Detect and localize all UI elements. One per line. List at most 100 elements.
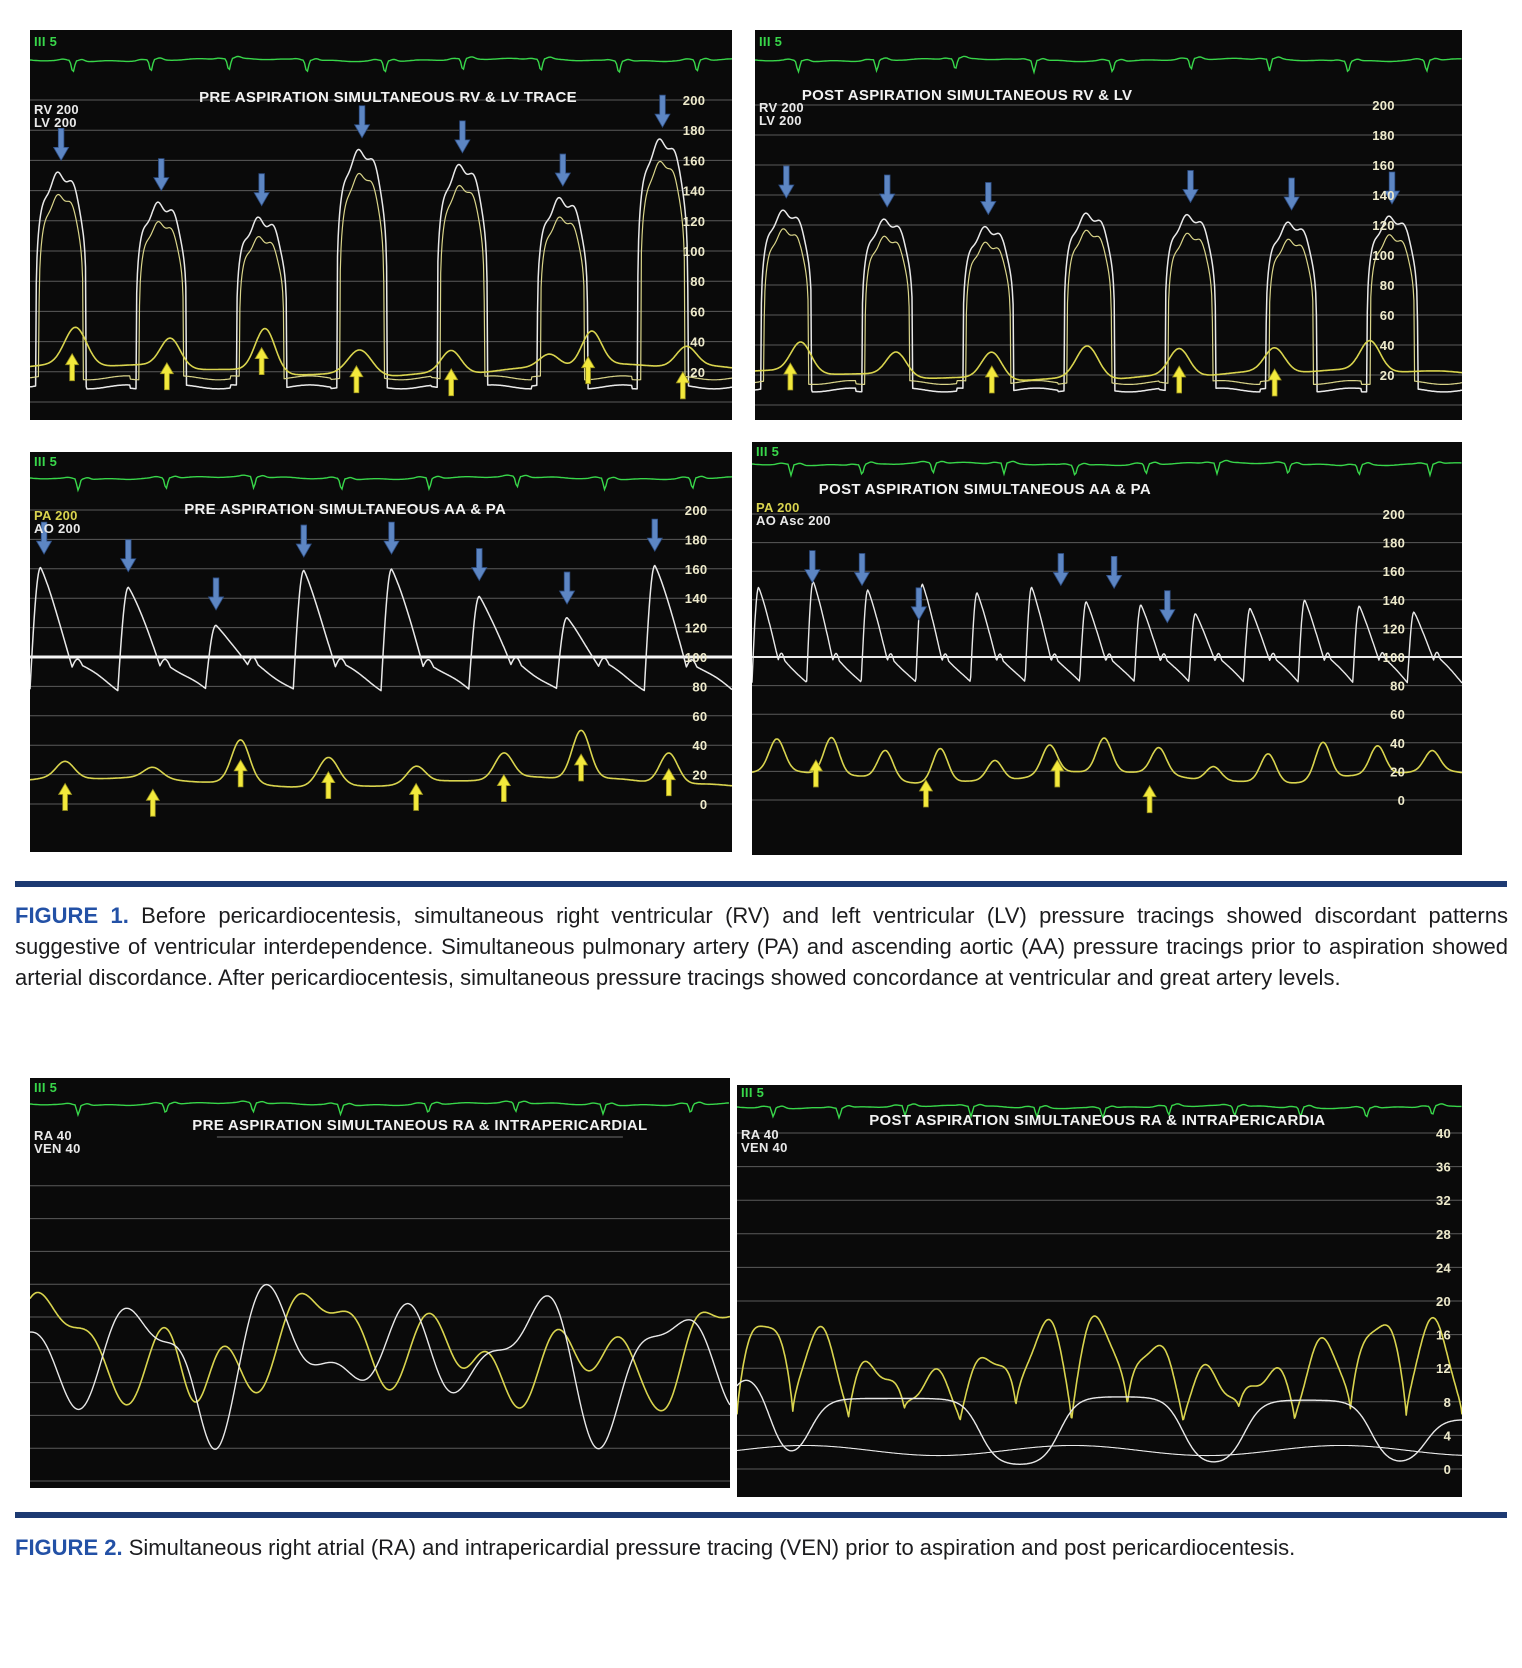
yellow-up-arrow xyxy=(145,788,161,817)
blue-down-arrow xyxy=(646,518,663,552)
figure2-text: Simultaneous right atrial (RA) and intra… xyxy=(128,1535,1296,1560)
blue-down-arrow xyxy=(1105,555,1123,590)
blue-down-arrow xyxy=(879,174,896,208)
panel-title: POST ASPIRATION SIMULTANEOUS RV & LV xyxy=(802,87,1133,104)
blue-down-arrow xyxy=(353,105,371,139)
axis-tick-label: 180 xyxy=(1372,128,1395,143)
ecg-lead-label: III 5 xyxy=(34,1080,57,1095)
axis-tick-label: 80 xyxy=(690,274,705,289)
yellow-up-arrow xyxy=(573,753,589,782)
axis-tick-label: 80 xyxy=(1380,278,1395,293)
yellow-up-arrow xyxy=(661,767,677,797)
blue-down-arrow xyxy=(471,548,488,582)
channel-label: LV 200 xyxy=(34,115,77,130)
trace-white-0 xyxy=(30,138,732,390)
panel-post-ra-ipc: 40 36 32 28 24 20 16 12 8 4 0 III 5 POST ASPIRATION … xyxy=(737,1085,1462,1497)
axis-tick-label: 20 xyxy=(692,768,707,783)
trace-yellow-1 xyxy=(30,729,732,788)
blue-down-arrow xyxy=(207,577,225,611)
figure1-text: Before pericardiocentesis, simultaneous … xyxy=(15,903,1508,990)
panel-bg xyxy=(30,1078,730,1488)
axis-tick-label: 100 xyxy=(1372,248,1395,263)
axis-tick-labels: 200 180 160 140 120 100 80 60 40 20 xyxy=(683,93,706,380)
channel-label: LV 200 xyxy=(759,113,802,128)
yellow-up-arrow xyxy=(57,782,73,811)
yellow-up-arrow xyxy=(1142,784,1157,814)
axis-tick-label: 20 xyxy=(1390,764,1405,779)
yellow-up-arrow xyxy=(1171,365,1187,394)
blue-down-arrow xyxy=(454,120,471,154)
axis-tick-label: 40 xyxy=(1436,1126,1451,1141)
yellow-up-arrow xyxy=(918,779,934,808)
blue-down-arrow xyxy=(35,521,53,555)
channel-label: VEN 40 xyxy=(741,1140,788,1155)
panel-title: PRE ASPIRATION SIMULTANEOUS RV & LV TRAC… xyxy=(199,89,577,106)
panel-title: POST ASPIRATION SIMULTANEOUS RA & INTRAP… xyxy=(869,1112,1325,1129)
axis-tick-label: 120 xyxy=(1372,218,1395,233)
axis-tick-label: 0 xyxy=(1398,793,1406,808)
trace-white-1 xyxy=(737,1379,1462,1465)
panel-bg xyxy=(752,442,1462,855)
channel-label: AO 200 xyxy=(34,521,81,536)
yellow-up-arrow xyxy=(321,770,336,800)
panel-pre-ra-ipc: III 5 PRE ASPIRATION SIMULTANEOUS RA & IN… xyxy=(30,1078,730,1488)
blue-down-arrow xyxy=(853,553,871,587)
axis-tick-label: 20 xyxy=(1436,1294,1451,1309)
trace-white-2 xyxy=(737,1444,1462,1457)
yellow-up-arrow xyxy=(349,364,364,394)
blue-down-arrow xyxy=(1182,170,1199,204)
panel-title: PRE ASPIRATION SIMULTANEOUS RA & INTRAPE… xyxy=(192,1117,647,1134)
yellow-up-arrow xyxy=(408,782,424,811)
blue-down-arrow xyxy=(804,550,821,584)
blue-down-arrow xyxy=(778,165,795,199)
blue-down-arrow xyxy=(1159,590,1176,624)
axis-tick-label: 140 xyxy=(685,591,708,606)
axis-tick-label: 200 xyxy=(685,503,708,518)
blue-down-arrow xyxy=(153,158,170,192)
axis-tick-label: 140 xyxy=(683,184,706,199)
channel-label: RV 200 xyxy=(759,100,804,115)
axis-tick-label: 180 xyxy=(683,123,706,138)
axis-tick-label: 40 xyxy=(690,335,705,350)
trace-yellow-0 xyxy=(737,1315,1462,1421)
axis-tick-label: 100 xyxy=(1383,650,1406,665)
ecg-lead-label: III 5 xyxy=(756,444,779,459)
axis-tick-label: 40 xyxy=(692,738,707,753)
trace-paleyellow-1 xyxy=(30,160,732,381)
blue-down-arrow xyxy=(383,521,400,555)
blue-down-arrow xyxy=(1283,177,1300,211)
yellow-up-arrow xyxy=(233,759,248,788)
blue-down-arrow xyxy=(654,94,671,128)
axis-tick-label: 80 xyxy=(692,679,707,694)
trace-paleyellow-1 xyxy=(755,228,1462,385)
trace-yellow-1 xyxy=(752,736,1462,784)
yellow-up-arrow xyxy=(1267,368,1282,397)
axis-tick-label: 4 xyxy=(1444,1428,1452,1443)
yellow-up-arrow xyxy=(254,346,269,376)
panel-title: PRE ASPIRATION SIMULTANEOUS AA & PA xyxy=(184,501,506,518)
channel-label: RV 200 xyxy=(34,102,79,117)
yellow-up-arrow xyxy=(64,352,80,382)
axis-tick-label: 24 xyxy=(1436,1260,1452,1275)
divider-rule-2 xyxy=(15,1512,1507,1518)
yellow-up-arrow xyxy=(159,361,175,391)
divider-rule-1 xyxy=(15,881,1507,887)
axis-tick-label: 160 xyxy=(1372,158,1395,173)
axis-tick-label: 100 xyxy=(685,650,708,665)
channel-label: PA 200 xyxy=(34,508,78,523)
channel-label: RA 40 xyxy=(34,1128,72,1143)
axis-tick-label: 28 xyxy=(1436,1227,1451,1242)
gridlines xyxy=(30,1185,730,1482)
panel-pre-aa-pa: 200 180 160 140 120 100 80 60 40 20 0 III 5 PRE ASPI… xyxy=(30,452,732,852)
axis-tick-label: 200 xyxy=(1383,507,1406,522)
axis-tick-label: 80 xyxy=(1390,679,1405,694)
blue-down-arrow xyxy=(1383,171,1401,205)
axis-tick-label: 60 xyxy=(1380,308,1395,323)
trace-white-1 xyxy=(30,1283,730,1450)
axis-tick-label: 20 xyxy=(690,365,705,380)
blue-down-arrow xyxy=(980,182,997,216)
yellow-up-arrow xyxy=(443,367,459,397)
